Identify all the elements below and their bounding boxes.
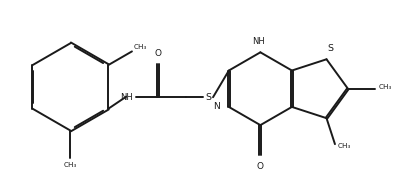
Text: N: N: [213, 102, 220, 111]
Text: CH₃: CH₃: [338, 143, 352, 149]
Text: S: S: [327, 44, 333, 53]
Text: S: S: [205, 93, 211, 102]
Text: O: O: [155, 49, 162, 58]
Text: CH₃: CH₃: [134, 44, 147, 50]
Text: CH₃: CH₃: [378, 84, 391, 90]
Text: O: O: [257, 161, 264, 170]
Text: CH₃: CH₃: [64, 162, 77, 168]
Text: NH: NH: [121, 93, 133, 102]
Text: NH: NH: [252, 37, 265, 46]
